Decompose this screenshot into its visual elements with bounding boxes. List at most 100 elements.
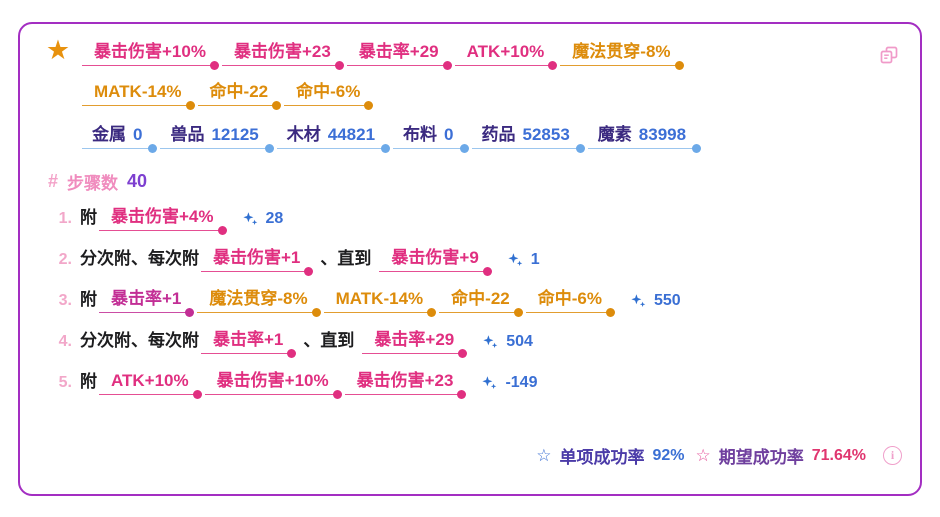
stat-chip-label: 暴击伤害+9 — [391, 248, 479, 267]
stat-chip-label: 暴击伤害+4% — [111, 207, 214, 226]
recipe-card: ★ 暴击伤害+10% 暴击伤害+23 暴击率+29 ATK+10% 魔法贯穿-8% MA… — [18, 22, 922, 496]
stat-chip[interactable]: MATK-14% — [82, 81, 195, 110]
steps-count-label: 步骤数 — [67, 174, 119, 193]
footer-stats: ☆ 单项成功率 92% ☆ 期望成功率 71.64% i — [536, 443, 902, 468]
steps-list: 1. 附暴击伤害+4% 28 2. 分次附、每次附 暴击伤害+1 、直到 暴击伤害+9 1 3. 附… — [36, 203, 904, 399]
star-outline-icon: ☆ — [695, 446, 711, 465]
step-value-number: 504 — [506, 333, 533, 350]
resource-label: 药品 — [481, 125, 516, 144]
resource-chip[interactable]: 金属 0 — [82, 124, 158, 153]
stat-chip-label: ATK+10% — [111, 371, 189, 390]
resource-value: 44821 — [327, 125, 376, 144]
stat-chip-label: MATK-14% — [335, 289, 424, 308]
primary-stat-chips: 暴击伤害+10% 暴击伤害+23 暴击率+29 ATK+10% 魔法贯穿-8% — [80, 41, 685, 70]
stat-chip-label: 魔法贯穿-8% — [209, 289, 308, 308]
step-stat-chip[interactable]: 命中-22 — [439, 288, 523, 317]
stat-chip-label: MATK-14% — [94, 82, 182, 101]
sparkle-icon — [483, 334, 498, 348]
star-icon: ★ — [45, 35, 71, 65]
step-stat-chip[interactable]: 命中-6% — [525, 288, 616, 317]
stat-chip[interactable]: 暴击伤害+23 — [221, 41, 344, 70]
stat-chip[interactable]: 命中-6% — [284, 81, 374, 110]
step-stat-chip[interactable]: MATK-14% — [323, 288, 436, 317]
hash-icon: # — [48, 171, 59, 191]
step-value: 1 — [507, 251, 540, 276]
single-success-rate: ☆ 单项成功率 92% — [536, 443, 684, 468]
step-row: 3. 附暴击率+1 魔法贯穿-8% MATK-14% 命中-22 命中-6% 550 — [36, 285, 904, 317]
step-action-text: 分次附、每次附 — [80, 331, 199, 350]
sparkle-icon — [482, 375, 497, 389]
resource-chip[interactable]: 木材 44821 — [276, 124, 391, 153]
step-row: 2. 分次附、每次附 暴击伤害+1 、直到 暴击伤害+9 1 — [36, 244, 904, 276]
step-value: -149 — [481, 374, 537, 399]
copy-icon — [880, 46, 898, 64]
step-stat-chip[interactable]: 暴击率+1 — [99, 288, 195, 317]
stat-chip-label: 暴击率+29 — [358, 42, 439, 61]
step-stat-chip[interactable]: 魔法贯穿-8% — [197, 288, 321, 317]
resource-value: 52853 — [522, 125, 570, 144]
stat-chip-label: 暴击伤害+23 — [233, 42, 331, 61]
step-row: 5. 附 ATK+10% 暴击伤害+10% 暴击伤害+23 -149 — [36, 367, 904, 399]
step-separator-text: 、直到 — [320, 249, 372, 268]
step-stat-chip[interactable]: 暴击伤害+9 — [379, 247, 493, 276]
step-number: 2. — [58, 251, 72, 268]
step-action-text: 附 — [80, 290, 97, 309]
info-icon[interactable]: i — [883, 446, 902, 465]
step-stat-chip[interactable]: ATK+10% — [99, 370, 202, 399]
stat-chip-label: 命中-22 — [209, 82, 269, 101]
penalty-stat-chips: MATK-14% 命中-22 命中-6% — [80, 81, 374, 110]
resource-value: 83998 — [638, 125, 687, 144]
step-stat-chip[interactable]: 暴击伤害+10% — [204, 370, 342, 399]
step-stat-chip[interactable]: 暴击率+1 — [201, 329, 297, 358]
resource-label: 金属 — [92, 125, 126, 144]
expected-success-rate-value: 71.64% — [811, 446, 866, 464]
step-action-text: 附 — [80, 208, 97, 227]
step-stat-chip[interactable]: 暴击伤害+23 — [344, 370, 467, 399]
resource-chip[interactable]: 魔素 83998 — [587, 124, 702, 153]
primary-stats-row: ★ 暴击伤害+10% 暴击伤害+23 暴击率+29 ATK+10% 魔法贯穿-8% — [36, 36, 904, 70]
step-value: 550 — [630, 292, 681, 317]
resource-chip[interactable]: 兽品 12125 — [160, 124, 275, 153]
resource-label: 魔素 — [597, 125, 632, 144]
step-value: 504 — [482, 333, 533, 358]
stat-chip-label: 命中-22 — [451, 289, 510, 308]
favorite-star[interactable]: ★ — [36, 37, 80, 70]
single-success-rate-value: 92% — [652, 446, 685, 464]
copy-button[interactable] — [872, 38, 906, 72]
sparkle-icon — [242, 211, 257, 225]
resource-value: 0 — [133, 125, 143, 144]
stat-chip[interactable]: 魔法贯穿-8% — [560, 41, 684, 70]
stat-chip-label: 暴击率+1 — [111, 289, 182, 308]
stat-chip-label: 命中-6% — [296, 82, 361, 101]
stat-chip[interactable]: 暴击伤害+10% — [82, 41, 219, 70]
step-number: 4. — [58, 333, 72, 350]
step-stat-chip[interactable]: 暴击率+29 — [362, 329, 468, 358]
resources-row: 金属 0 兽品 12125 木材 44821 布料 0 药品 52853 魔素 83998 — [36, 119, 904, 153]
step-row: 4. 分次附、每次附 暴击率+1 、直到 暴击率+29 504 — [36, 326, 904, 358]
penalty-stats-row: MATK-14% 命中-22 命中-6% — [36, 76, 904, 110]
resource-value: 12125 — [211, 125, 259, 144]
stat-chip-label: 暴击伤害+10% — [216, 371, 329, 390]
steps-header: # 步骤数 40 — [36, 169, 904, 194]
stat-chip-label: 命中-6% — [537, 289, 602, 308]
resource-label: 兽品 — [170, 125, 205, 144]
step-number: 5. — [58, 374, 72, 391]
sparkle-icon — [508, 252, 523, 266]
stat-chip-label: 魔法贯穿-8% — [572, 42, 671, 61]
resource-chip[interactable]: 药品 52853 — [471, 124, 586, 153]
step-row: 1. 附暴击伤害+4% 28 — [36, 203, 904, 235]
stat-chip-label: 暴击伤害+23 — [356, 371, 454, 390]
stat-chip[interactable]: ATK+10% — [454, 41, 557, 70]
step-value: 28 — [242, 210, 283, 235]
step-stat-chip[interactable]: 暴击伤害+4% — [99, 206, 226, 235]
stat-chip-label: 暴击伤害+1 — [213, 248, 301, 267]
step-stat-chip[interactable]: 暴击伤害+1 — [201, 247, 314, 276]
stat-chip[interactable]: 命中-22 — [197, 81, 281, 110]
step-number: 1. — [58, 210, 72, 227]
step-action-text: 附 — [80, 372, 97, 391]
resource-chip[interactable]: 布料 0 — [393, 124, 469, 153]
expected-success-rate-label: 期望成功率 — [718, 448, 804, 467]
step-separator-text: 、直到 — [303, 331, 355, 350]
resource-chips: 金属 0 兽品 12125 木材 44821 布料 0 药品 52853 魔素 83998 — [80, 124, 702, 153]
stat-chip[interactable]: 暴击率+29 — [346, 41, 452, 70]
